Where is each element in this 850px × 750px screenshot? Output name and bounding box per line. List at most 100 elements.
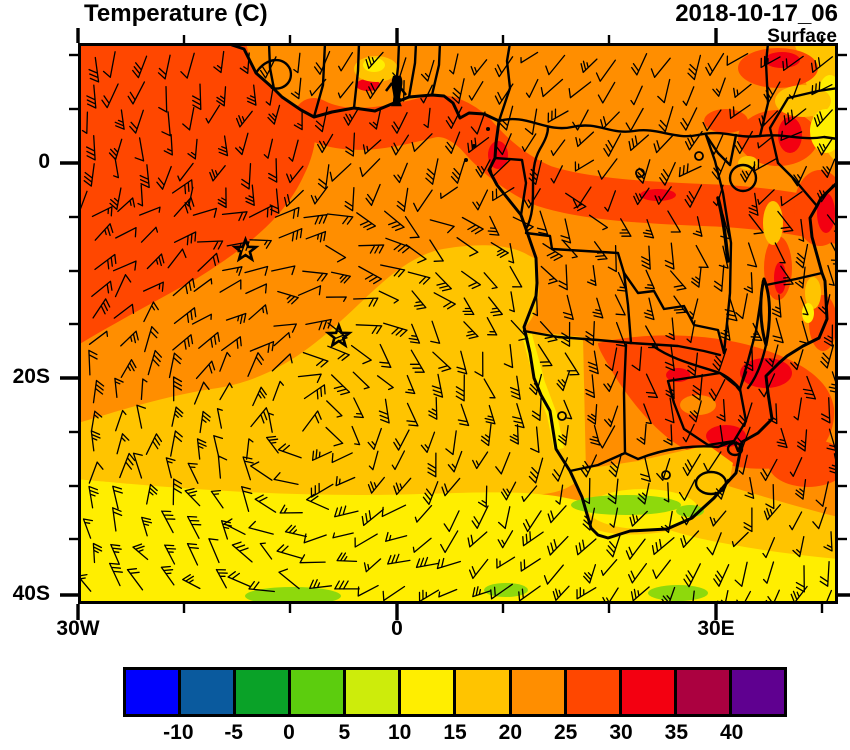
wind-barb: [471, 505, 489, 529]
wind-barb: [217, 135, 229, 157]
wind-barb: [525, 78, 539, 98]
wind-barb: [682, 423, 695, 443]
temp-patch-5-10: [648, 585, 708, 601]
wind-barb: [245, 438, 254, 460]
map-frame: [78, 43, 838, 604]
wind-barb: [777, 210, 794, 233]
temp-patch-highland: [775, 85, 831, 117]
wind-barb: [467, 531, 488, 548]
wind-barb: [146, 253, 165, 270]
wind-barb: [92, 379, 105, 404]
wind-barb: [158, 85, 168, 113]
temp-spot-30-35: [778, 117, 802, 153]
wind-barb: [81, 111, 89, 134]
wind-barb: [325, 296, 347, 302]
temp-spot-30-35: [356, 79, 380, 91]
wind-barb: [681, 504, 698, 526]
wind-barb: [790, 585, 808, 604]
wind-barb: [757, 134, 775, 149]
wind-barb: [795, 243, 809, 269]
wind-barb: [367, 476, 385, 494]
wind-barb: [378, 290, 399, 304]
wind-barb: [520, 51, 539, 64]
wind-barb: [687, 352, 699, 377]
wind-barb: [600, 559, 618, 576]
x-axis-tick-label: 30E: [697, 617, 735, 640]
wind-barb: [167, 248, 187, 269]
wind-barb: [758, 373, 776, 398]
wind-barb: [428, 396, 438, 420]
wind-barb: [186, 515, 202, 539]
wind-barb: [393, 477, 412, 496]
wind-barb: [788, 78, 801, 100]
wind-barb: [717, 424, 724, 446]
wind-barb: [826, 428, 837, 452]
plot-title: Temperature (C): [84, 0, 268, 27]
wind-barb: [309, 579, 333, 590]
wind-barb: [472, 451, 489, 470]
wind-barb: [720, 213, 731, 240]
wind-barb: [358, 265, 383, 285]
wind-barb: [161, 510, 176, 534]
wind-barb: [247, 352, 264, 377]
wind-barb: [731, 531, 749, 548]
wind-barb: [334, 580, 360, 590]
island-dot: [486, 127, 490, 131]
wind-barb: [685, 298, 699, 320]
wind-barb: [193, 278, 213, 292]
wind-barb: [472, 586, 492, 598]
wind-barb: [585, 320, 595, 346]
wind-barb: [279, 504, 303, 514]
wind-barb: [820, 397, 831, 424]
wind-barb: [823, 324, 834, 347]
wind-barb: [794, 266, 806, 289]
wind-barb: [636, 159, 651, 184]
wind-barb: [521, 133, 537, 152]
wind-barb: [325, 244, 347, 263]
wind-barb: [139, 206, 161, 216]
wind-barb: [139, 164, 150, 189]
wind-barb: [408, 323, 421, 344]
temp-band-15-20: [78, 245, 575, 501]
wind-barb: [273, 332, 291, 347]
wind-barb: [714, 478, 729, 500]
wind-barb: [798, 218, 805, 242]
wind-barb: [580, 58, 598, 74]
wind-barb: [503, 344, 514, 369]
wind-barb: [475, 159, 491, 178]
wind-barb: [608, 453, 623, 478]
wind-barb: [816, 137, 834, 156]
wind-barb: [819, 561, 830, 587]
wind-barb: [182, 106, 195, 131]
wind-barb: [145, 433, 163, 455]
wind-barb: [467, 136, 490, 153]
wind-barb: [812, 506, 827, 530]
wind-barb: [302, 351, 329, 368]
wind-barb: [420, 59, 435, 82]
wind-barb: [358, 244, 385, 254]
wind-barb: [116, 433, 130, 455]
wind-barb: [369, 109, 381, 130]
temp-band-10-15: [78, 479, 838, 604]
wind-barb: [239, 52, 250, 74]
wind-barb: [509, 265, 523, 288]
wind-barb: [724, 295, 738, 322]
wind-barb: [483, 272, 498, 290]
wind-barb: [607, 245, 617, 273]
wind-barb: [303, 214, 328, 225]
wind-barb: [572, 186, 592, 209]
wind-barb: [678, 479, 696, 501]
wind-barb: [248, 580, 275, 593]
wind-barb: [468, 558, 489, 580]
wind-barb: [361, 508, 384, 527]
colorbar-cell: [236, 670, 292, 714]
wind-barb: [356, 212, 377, 231]
wind-barb: [643, 403, 652, 425]
wind-barb: [619, 218, 632, 237]
wind-barb: [309, 78, 327, 97]
wind-barb: [780, 191, 803, 207]
wind-barb: [609, 507, 619, 528]
wind-barb: [271, 353, 293, 372]
wind-barb: [735, 293, 748, 320]
